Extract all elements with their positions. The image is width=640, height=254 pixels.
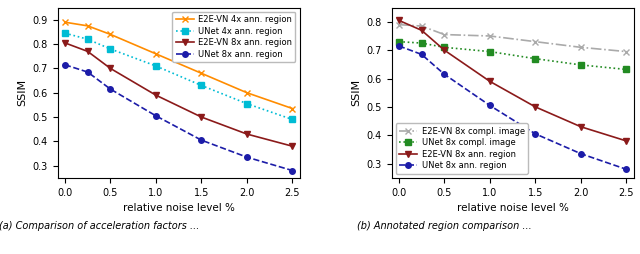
UNet 4x ann. region — [152, 65, 160, 68]
Legend: E2E-VN 8x compl. image, UNet 8x compl. image, E2E-VN 8x ann. region, UNet 8x ann: E2E-VN 8x compl. image, UNet 8x compl. i… — [396, 123, 528, 174]
E2E-VN 8x ann. region — [198, 116, 205, 119]
E2E-VN 4x ann. region — [198, 72, 205, 75]
UNet 8x ann. region — [623, 168, 630, 171]
Text: (b) Annotated region comparison ...: (b) Annotated region comparison ... — [357, 221, 532, 231]
Line: UNet 8x compl. image: UNet 8x compl. image — [396, 39, 629, 72]
UNet 8x compl. image — [395, 40, 403, 43]
UNet 8x compl. image — [577, 64, 585, 67]
E2E-VN 8x compl. image — [395, 23, 403, 26]
UNet 8x ann. region — [106, 88, 114, 91]
UNet 8x compl. image — [440, 46, 448, 49]
UNet 4x ann. region — [106, 47, 114, 51]
E2E-VN 8x ann. region — [106, 67, 114, 70]
UNet 8x ann. region — [289, 169, 296, 172]
E2E-VN 4x ann. region — [61, 21, 68, 24]
X-axis label: relative noise level %: relative noise level % — [123, 203, 234, 213]
E2E-VN 8x ann. region — [289, 145, 296, 148]
E2E-VN 8x ann. region — [440, 49, 448, 52]
UNet 8x ann. region — [577, 152, 585, 155]
UNet 8x ann. region — [486, 104, 493, 107]
UNet 8x ann. region — [395, 44, 403, 47]
UNet 4x ann. region — [243, 102, 251, 105]
Y-axis label: SSIM: SSIM — [351, 79, 361, 106]
E2E-VN 4x ann. region — [152, 52, 160, 55]
Text: (a) Comparison of acceleration factors ...: (a) Comparison of acceleration factors .… — [0, 221, 200, 231]
E2E-VN 4x ann. region — [243, 91, 251, 94]
UNet 4x ann. region — [198, 84, 205, 87]
E2E-VN 8x ann. region — [395, 19, 403, 22]
UNet 4x ann. region — [289, 118, 296, 121]
UNet 8x ann. region — [198, 139, 205, 142]
E2E-VN 8x ann. region — [623, 139, 630, 142]
UNet 4x ann. region — [84, 38, 92, 41]
E2E-VN 8x compl. image — [440, 33, 448, 36]
E2E-VN 8x ann. region — [61, 41, 68, 44]
Line: E2E-VN 8x ann. region: E2E-VN 8x ann. region — [61, 39, 296, 150]
Line: UNet 8x ann. region: UNet 8x ann. region — [396, 43, 629, 172]
Legend: E2E-VN 4x ann. region, UNet 4x ann. region, E2E-VN 8x ann. region, UNet 8x ann. : E2E-VN 4x ann. region, UNet 4x ann. regi… — [172, 12, 296, 62]
E2E-VN 4x ann. region — [289, 107, 296, 110]
UNet 8x ann. region — [243, 156, 251, 159]
E2E-VN 8x compl. image — [486, 35, 493, 38]
E2E-VN 8x ann. region — [418, 29, 426, 32]
E2E-VN 8x ann. region — [531, 105, 539, 108]
Y-axis label: SSIM: SSIM — [17, 79, 27, 106]
Line: E2E-VN 4x ann. region: E2E-VN 4x ann. region — [61, 19, 296, 112]
E2E-VN 8x compl. image — [623, 50, 630, 53]
UNet 8x ann. region — [531, 132, 539, 135]
E2E-VN 8x compl. image — [418, 25, 426, 28]
Line: UNet 4x ann. region: UNet 4x ann. region — [62, 30, 295, 122]
UNet 8x ann. region — [152, 114, 160, 117]
UNet 8x compl. image — [418, 42, 426, 45]
UNet 8x ann. region — [418, 53, 426, 56]
Line: UNet 8x ann. region: UNet 8x ann. region — [62, 62, 295, 173]
E2E-VN 8x ann. region — [577, 125, 585, 128]
E2E-VN 8x compl. image — [531, 40, 539, 43]
E2E-VN 4x ann. region — [106, 33, 114, 36]
Line: E2E-VN 8x compl. image: E2E-VN 8x compl. image — [396, 21, 630, 55]
X-axis label: relative noise level %: relative noise level % — [457, 203, 568, 213]
UNet 8x ann. region — [84, 71, 92, 74]
E2E-VN 8x ann. region — [486, 80, 493, 83]
UNet 8x ann. region — [440, 73, 448, 76]
E2E-VN 8x ann. region — [243, 133, 251, 136]
UNet 8x compl. image — [531, 57, 539, 60]
E2E-VN 4x ann. region — [84, 24, 92, 27]
UNet 8x compl. image — [486, 50, 493, 53]
E2E-VN 8x compl. image — [577, 46, 585, 49]
E2E-VN 8x ann. region — [84, 50, 92, 53]
Line: E2E-VN 8x ann. region: E2E-VN 8x ann. region — [396, 17, 630, 145]
E2E-VN 8x ann. region — [152, 94, 160, 97]
UNet 8x ann. region — [61, 63, 68, 66]
UNet 4x ann. region — [61, 31, 68, 35]
UNet 8x compl. image — [623, 68, 630, 71]
